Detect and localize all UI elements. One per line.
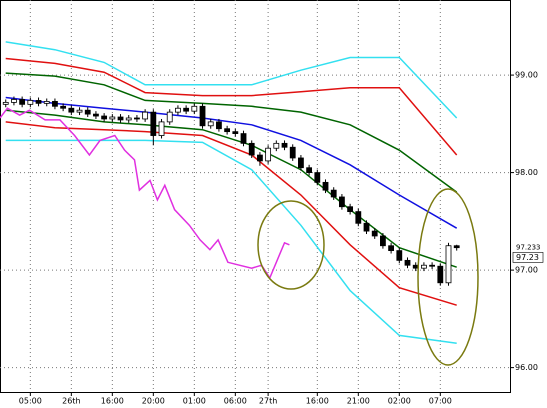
candle-body — [371, 230, 378, 237]
price-box-label: 97.23 — [516, 253, 539, 262]
candle-body — [289, 146, 296, 159]
candle-body — [43, 101, 50, 104]
x-tick-label: 21:00 — [347, 397, 370, 406]
plot-frame — [0, 0, 511, 393]
candle-body — [84, 109, 91, 115]
x-tick-label: 20:00 — [142, 397, 165, 406]
x-tick-label: 01:00 — [183, 397, 206, 406]
y-tick-label: 98.00 — [515, 168, 538, 177]
candle-body — [453, 245, 460, 249]
y-tick-label: 96.00 — [515, 363, 538, 372]
candle-body — [166, 111, 173, 123]
candle-body — [2, 101, 9, 105]
x-tick-label: 07:00 — [429, 397, 452, 406]
x-tick-label: 26th — [62, 397, 80, 406]
candle-body — [240, 133, 247, 144]
candle-body — [207, 121, 214, 127]
candle-body — [175, 107, 181, 113]
candle-body — [388, 245, 395, 252]
candle-body — [322, 181, 329, 191]
candle-body — [117, 116, 124, 121]
candle-body — [125, 117, 132, 121]
candle-body — [347, 206, 354, 213]
candle-body — [363, 222, 370, 232]
candle-body — [60, 105, 67, 109]
candle-body — [429, 264, 436, 267]
candle-body — [421, 264, 427, 269]
candle-body — [109, 116, 116, 120]
candle-body — [68, 107, 75, 113]
candle-body — [52, 101, 58, 107]
indicator-line — [5, 72, 458, 193]
x-tick-label: 02:00 — [388, 397, 411, 406]
candle-body — [380, 235, 386, 247]
y-tick-label: 97.00 — [515, 266, 538, 275]
candle-body — [11, 99, 17, 103]
candle-body — [232, 131, 239, 134]
annotation-ellipse — [257, 200, 325, 290]
y-tick-label: 99.00 — [515, 71, 538, 80]
candle-body — [93, 113, 99, 117]
candle-body — [273, 142, 280, 149]
candle-body — [191, 105, 198, 112]
candle-body — [150, 111, 157, 136]
indicator-line — [5, 57, 458, 156]
price-marker-label: 97.233 — [516, 243, 541, 251]
candle-body — [396, 250, 403, 261]
price-box — [512, 252, 544, 263]
candle-body — [134, 117, 140, 120]
annotation-ellipse — [417, 188, 479, 366]
candle-body — [355, 211, 362, 224]
indicator-line — [5, 41, 458, 119]
candle-body — [281, 142, 288, 148]
candle-body — [142, 111, 149, 120]
x-tick-label: 06:00 — [224, 397, 247, 406]
candle-body — [298, 157, 304, 169]
indicator-line — [5, 139, 457, 344]
candle-body — [76, 109, 83, 113]
candle-body — [330, 189, 337, 198]
candle-body — [314, 172, 321, 183]
x-tick-label: 16:00 — [306, 397, 329, 406]
indicator-line — [0, 107, 290, 280]
candle-body — [199, 105, 206, 127]
indicator-line — [5, 96, 458, 229]
x-tick-label: 16:00 — [101, 397, 124, 406]
candle-body — [306, 167, 313, 173]
plot-layer — [0, 0, 510, 392]
candle-body — [216, 121, 222, 130]
x-tick-label: 27th — [259, 397, 277, 406]
candle-body — [404, 259, 411, 266]
candle-body — [27, 100, 34, 105]
candle-body — [339, 196, 345, 208]
candle-body — [445, 245, 452, 284]
candle-body — [158, 121, 165, 136]
candle-body — [19, 99, 26, 105]
candle-body — [265, 147, 272, 162]
candle-body — [437, 265, 444, 284]
x-tick-label: 05:00 — [19, 397, 42, 406]
candle-body — [101, 115, 108, 120]
candle-body — [257, 154, 263, 162]
candle-body — [248, 142, 255, 156]
candle-body — [35, 100, 42, 104]
candle-body — [224, 128, 231, 133]
candle-body — [183, 107, 190, 112]
indicator-line — [5, 121, 457, 306]
